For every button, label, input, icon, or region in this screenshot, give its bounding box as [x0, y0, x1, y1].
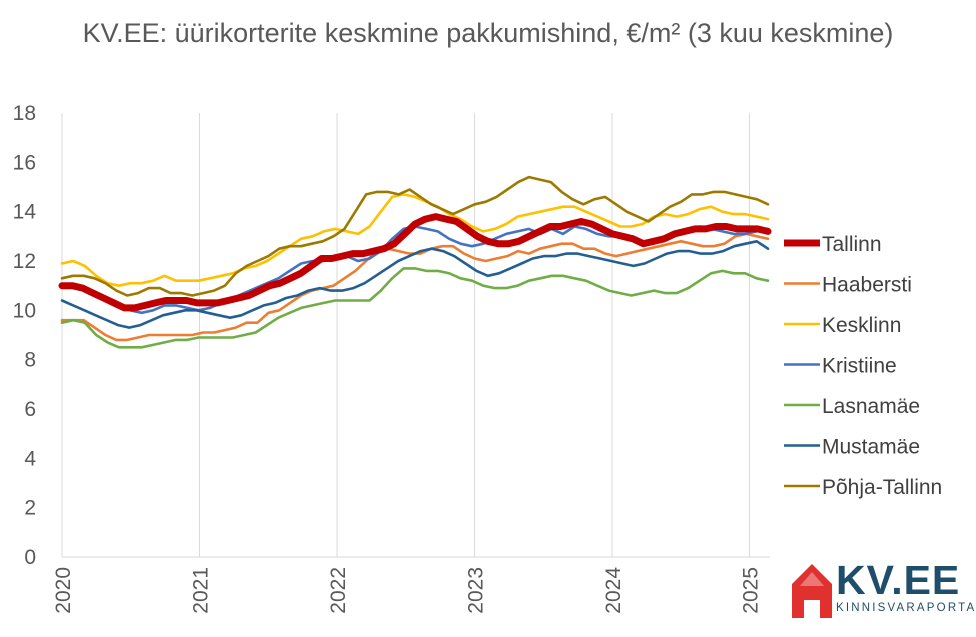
- gridlines: [61, 113, 770, 558]
- logo-wordmark: KV.EE: [836, 557, 961, 603]
- x-tick-label: 2023: [465, 567, 488, 614]
- house-logo-icon: [792, 564, 832, 618]
- kv-ee-logo: KV.EE KINNISVARAPORTAAL: [788, 556, 976, 626]
- legend: Tallinn Haabersti Kesklinn Kristiine Lasnamä…: [784, 233, 942, 499]
- y-tick-label: 6: [24, 398, 36, 421]
- legend-label: Kristiine: [822, 355, 897, 378]
- series-line-põhja-tallinn: [60, 175, 770, 297]
- series-lines: [58, 175, 772, 349]
- series-line-tallinn: [58, 213, 772, 312]
- x-tick-label: 2024: [602, 567, 625, 614]
- chart-title: KV.EE: üürikorterite keskmine pakkumishi…: [82, 18, 894, 48]
- x-tick-label: 2025: [740, 567, 763, 614]
- x-tick-label: 2021: [190, 567, 213, 614]
- x-tick-label: 2020: [52, 567, 75, 614]
- y-tick-label: 10: [13, 299, 36, 322]
- series-line-mustamäe: [60, 240, 770, 329]
- series-line-lasnamäe: [60, 267, 770, 349]
- y-tick-label: 16: [13, 151, 36, 174]
- y-tick-label: 2: [24, 497, 36, 520]
- y-tick-label: 14: [13, 201, 37, 224]
- y-axis-ticks: 0 2 4 6 8 10 12 14 16 18: [13, 102, 37, 569]
- logo-tagline: KINNISVARAPORTAAL: [836, 602, 976, 614]
- y-tick-label: 0: [24, 546, 36, 569]
- y-tick-label: 4: [24, 447, 36, 470]
- legend-label: Lasnamäe: [822, 395, 920, 418]
- x-tick-label: 2022: [327, 567, 350, 614]
- y-tick-label: 12: [13, 250, 36, 273]
- x-axis-ticks: 2020 2021 2022 2023 2024 2025: [52, 567, 763, 614]
- y-tick-label: 18: [13, 102, 36, 125]
- legend-label: Haabersti: [822, 274, 912, 297]
- legend-label: Mustamäe: [822, 436, 920, 459]
- y-tick-label: 8: [24, 349, 36, 372]
- legend-label: Tallinn: [822, 233, 882, 256]
- legend-label: Põhja-Tallinn: [822, 476, 942, 499]
- legend-label: Kesklinn: [822, 314, 901, 337]
- series-line-haabersti: [60, 232, 770, 342]
